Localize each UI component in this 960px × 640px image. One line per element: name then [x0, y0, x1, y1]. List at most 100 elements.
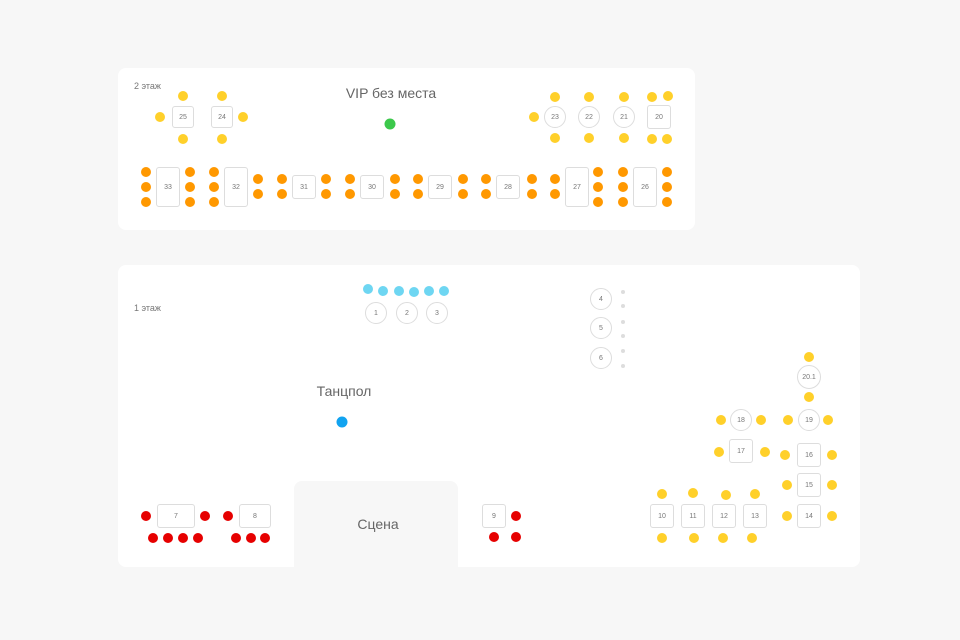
seat[interactable]: [409, 287, 419, 297]
seat[interactable]: [689, 533, 699, 543]
seat[interactable]: [804, 352, 814, 362]
seat[interactable]: [756, 415, 766, 425]
table-2[interactable]: 2: [396, 302, 418, 324]
table-10[interactable]: 10: [650, 504, 674, 528]
table-9[interactable]: 9: [482, 504, 506, 528]
seat[interactable]: [529, 112, 539, 122]
seat[interactable]: [413, 189, 423, 199]
seat[interactable]: [217, 134, 227, 144]
seat[interactable]: [663, 91, 673, 101]
seat[interactable]: [413, 174, 423, 184]
table-19[interactable]: 19: [798, 409, 820, 431]
seat[interactable]: [217, 91, 227, 101]
table-6[interactable]: 6: [590, 347, 612, 369]
seat[interactable]: [619, 133, 629, 143]
seat[interactable]: [178, 134, 188, 144]
seat[interactable]: [394, 286, 404, 296]
table-16[interactable]: 16: [797, 443, 821, 467]
seat[interactable]: [550, 189, 560, 199]
seat[interactable]: [584, 133, 594, 143]
table-23[interactable]: 23: [544, 106, 566, 128]
seat[interactable]: [193, 533, 203, 543]
table-4[interactable]: 4: [590, 288, 612, 310]
table-7[interactable]: 7: [157, 504, 195, 528]
seat[interactable]: [716, 415, 726, 425]
seat[interactable]: [253, 174, 263, 184]
seat[interactable]: [178, 533, 188, 543]
table-13[interactable]: 13: [743, 504, 767, 528]
seat[interactable]: [481, 174, 491, 184]
seat[interactable]: [458, 189, 468, 199]
seat[interactable]: [827, 480, 837, 490]
table-31[interactable]: 31: [292, 175, 316, 199]
seat[interactable]: [823, 415, 833, 425]
table-27[interactable]: 27: [565, 167, 589, 207]
seat[interactable]: [688, 488, 698, 498]
seat[interactable]: [238, 112, 248, 122]
seat[interactable]: [321, 174, 331, 184]
seat[interactable]: [647, 134, 657, 144]
seat[interactable]: [783, 415, 793, 425]
table-8[interactable]: 8: [239, 504, 271, 528]
seat[interactable]: [550, 174, 560, 184]
table-3[interactable]: 3: [426, 302, 448, 324]
seat[interactable]: [141, 511, 151, 521]
seat[interactable]: [209, 167, 219, 177]
table-33[interactable]: 33: [156, 167, 180, 207]
seat[interactable]: [618, 167, 628, 177]
table-32[interactable]: 32: [224, 167, 248, 207]
table-22[interactable]: 22: [578, 106, 600, 128]
table-28[interactable]: 28: [496, 175, 520, 199]
seat[interactable]: [714, 447, 724, 457]
seat[interactable]: [550, 92, 560, 102]
table-14[interactable]: 14: [797, 504, 821, 528]
seat[interactable]: [200, 511, 210, 521]
seat[interactable]: [253, 189, 263, 199]
seat[interactable]: [424, 286, 434, 296]
seat[interactable]: [458, 174, 468, 184]
seat[interactable]: [662, 182, 672, 192]
table-12[interactable]: 12: [712, 504, 736, 528]
table-24[interactable]: 24: [211, 106, 233, 128]
seat[interactable]: [721, 490, 731, 500]
seat[interactable]: [390, 189, 400, 199]
table-1[interactable]: 1: [365, 302, 387, 324]
seat[interactable]: [223, 511, 233, 521]
seat[interactable]: [760, 447, 770, 457]
seat[interactable]: [782, 511, 792, 521]
seat[interactable]: [718, 533, 728, 543]
seat[interactable]: [647, 92, 657, 102]
seat[interactable]: [527, 174, 537, 184]
seat[interactable]: [155, 112, 165, 122]
table-15[interactable]: 15: [797, 473, 821, 497]
seat[interactable]: [390, 174, 400, 184]
table-29[interactable]: 29: [428, 175, 452, 199]
seat[interactable]: [163, 533, 173, 543]
seat[interactable]: [662, 134, 672, 144]
seat[interactable]: [662, 167, 672, 177]
seat[interactable]: [141, 167, 151, 177]
table-20[interactable]: 20: [647, 105, 671, 129]
table-21[interactable]: 21: [613, 106, 635, 128]
seat[interactable]: [178, 91, 188, 101]
table-30[interactable]: 30: [360, 175, 384, 199]
table-20-1[interactable]: 20.1: [797, 365, 821, 389]
seat[interactable]: [827, 511, 837, 521]
seat[interactable]: [662, 197, 672, 207]
seat[interactable]: [618, 197, 628, 207]
seat[interactable]: [209, 197, 219, 207]
seat[interactable]: [185, 167, 195, 177]
seat[interactable]: [277, 174, 287, 184]
seat[interactable]: [148, 533, 158, 543]
seat[interactable]: [593, 182, 603, 192]
seat[interactable]: [260, 533, 270, 543]
seat[interactable]: [750, 489, 760, 499]
seat[interactable]: [439, 286, 449, 296]
seat[interactable]: [747, 533, 757, 543]
seat[interactable]: [657, 533, 667, 543]
seat[interactable]: [141, 197, 151, 207]
seat[interactable]: [246, 533, 256, 543]
seat[interactable]: [489, 532, 499, 542]
table-18[interactable]: 18: [730, 409, 752, 431]
seat[interactable]: [804, 392, 814, 402]
